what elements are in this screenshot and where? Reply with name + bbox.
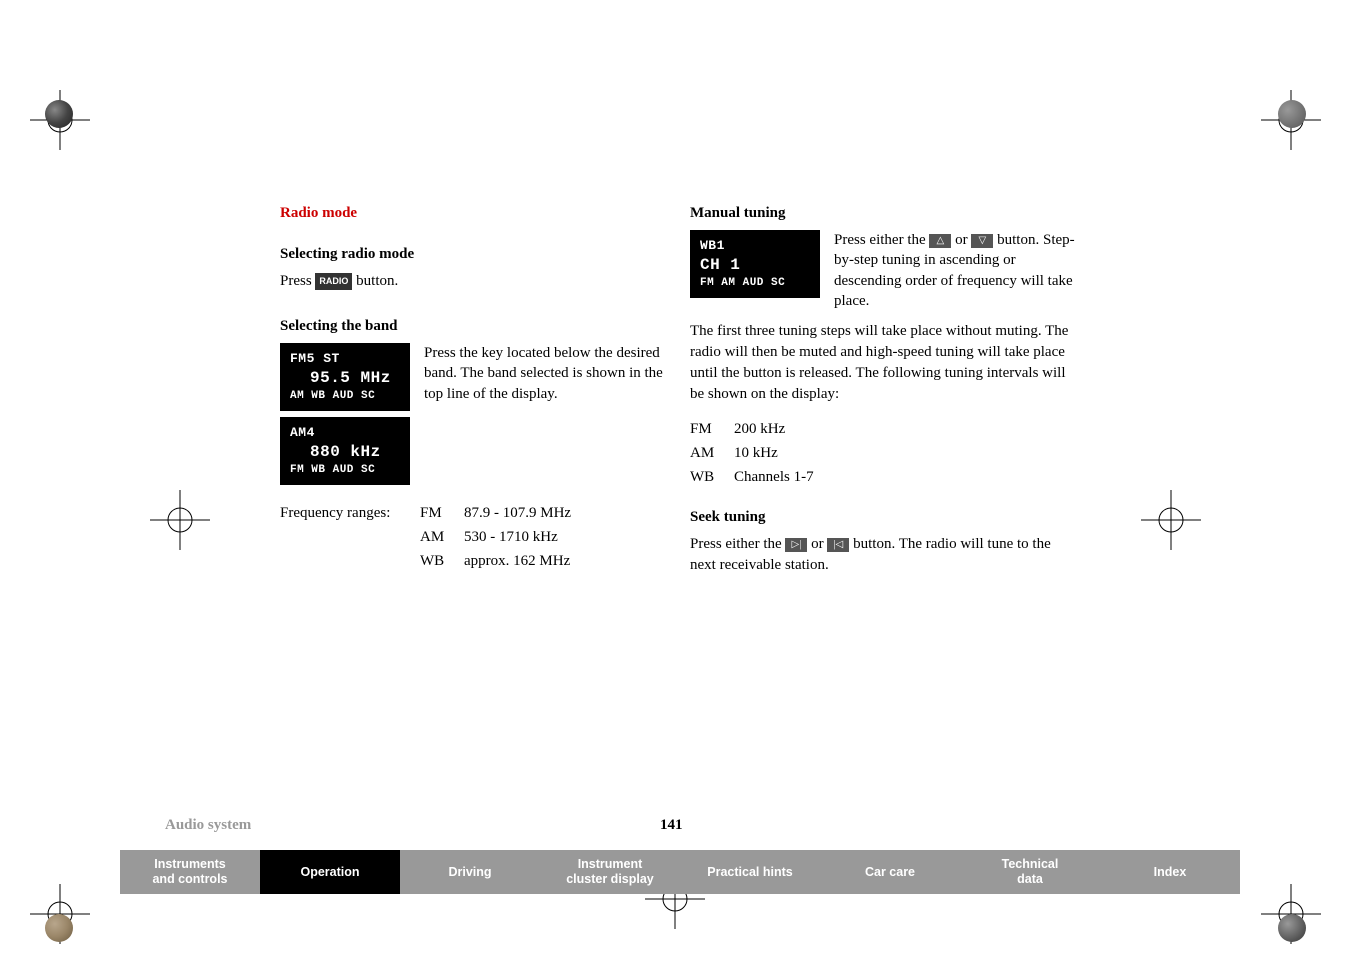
tune-up-icon: △: [929, 234, 951, 248]
table-cell: AM: [420, 525, 464, 549]
body-text: Press either the ▷| or |◁ button. The ra…: [690, 534, 1080, 576]
tab-label: Operation: [300, 865, 359, 880]
crop-mark-icon: [150, 490, 210, 550]
tab-practical-hints[interactable]: Practical hints: [680, 850, 820, 894]
text-fragment: Press either the: [690, 536, 785, 552]
text-fragment: Press: [280, 273, 315, 289]
lcd-display: WB1 CH 1 FM AM AUD SC: [690, 230, 820, 298]
seek-prev-icon: |◁: [827, 538, 849, 552]
table-cell: 87.9 - 107.9 MHz: [464, 501, 670, 525]
table-label: Frequency ranges:: [280, 501, 420, 525]
body-text: Press the key located below the desired …: [424, 343, 670, 404]
table-cell: 530 - 1710 kHz: [464, 525, 670, 549]
lcd-line: FM WB AUD SC: [290, 463, 400, 477]
footer-section-label: Audio system: [165, 817, 251, 834]
tuning-table: FM 200 kHz AM 10 kHz WB Channels 1-7: [690, 417, 1080, 489]
text-fragment: or: [951, 232, 971, 248]
subsection-heading: Seek tuning: [690, 509, 1080, 526]
subsection-heading: Manual tuning: [690, 205, 1080, 222]
tab-label: Car care: [865, 865, 915, 880]
table-cell: 200 kHz: [734, 417, 1080, 441]
tab-label: Index: [1154, 865, 1187, 880]
table-cell: FM: [690, 417, 734, 441]
seek-next-icon: ▷|: [785, 538, 807, 552]
decorative-sphere-icon: [1278, 914, 1306, 942]
table-cell: WB: [420, 549, 464, 573]
tab-label: and controls: [152, 872, 227, 886]
lcd-line: AM WB AUD SC: [290, 389, 400, 403]
radio-button-icon: RADIO: [315, 273, 352, 290]
tab-operation[interactable]: Operation: [260, 850, 400, 894]
lcd-line: 880 kHz: [290, 442, 400, 463]
tab-technical-data[interactable]: Technicaldata: [960, 850, 1100, 894]
tab-driving[interactable]: Driving: [400, 850, 540, 894]
table-cell: approx. 162 MHz: [464, 549, 670, 573]
tab-label: Technical: [1002, 857, 1059, 871]
lcd-line: WB1: [700, 238, 810, 255]
tab-car-care[interactable]: Car care: [820, 850, 960, 894]
left-column: Radio mode Selecting radio mode Press RA…: [280, 205, 670, 588]
lcd-line: FM5 ST: [290, 351, 400, 368]
text-fragment: button.: [352, 273, 398, 289]
nav-tabs: Instrumentsand controls Operation Drivin…: [120, 850, 1240, 894]
frequency-table: Frequency ranges: FM 87.9 - 107.9 MHz AM…: [280, 501, 670, 573]
table-cell: FM: [420, 501, 464, 525]
subsection-heading: Selecting radio mode: [280, 246, 670, 263]
decorative-sphere-icon: [45, 914, 73, 942]
crop-mark-icon: [1141, 490, 1201, 550]
section-heading: Radio mode: [280, 205, 670, 222]
subsection-heading: Selecting the band: [280, 318, 670, 335]
table-cell: AM: [690, 441, 734, 465]
tab-label: Instruments: [154, 857, 226, 871]
tab-label: cluster display: [566, 872, 654, 886]
text-fragment: or: [807, 536, 827, 552]
table-cell: 10 kHz: [734, 441, 1080, 465]
body-text: The first three tuning steps will take p…: [690, 321, 1080, 405]
lcd-line: CH 1: [700, 255, 810, 276]
right-column: Manual tuning WB1 CH 1 FM AM AUD SC Pres…: [690, 205, 1080, 588]
body-text: Press either the △ or ▽ button. Step-by-…: [834, 230, 1080, 311]
tab-label: Practical hints: [707, 865, 792, 880]
tab-label: data: [1017, 872, 1043, 886]
lcd-line: AM4: [290, 425, 400, 442]
table-cell: Channels 1-7: [734, 465, 1080, 489]
table-cell: WB: [690, 465, 734, 489]
tab-label: Instrument: [578, 857, 643, 871]
decorative-sphere-icon: [1278, 100, 1306, 128]
decorative-sphere-icon: [45, 100, 73, 128]
lcd-line: 95.5 MHz: [290, 368, 400, 389]
page-number: 141: [660, 817, 683, 834]
tab-instruments[interactable]: Instrumentsand controls: [120, 850, 260, 894]
body-text: Press RADIO button.: [280, 271, 670, 292]
tune-down-icon: ▽: [971, 234, 993, 248]
lcd-line: FM AM AUD SC: [700, 276, 810, 290]
tab-label: Driving: [448, 865, 491, 880]
tab-instrument-cluster[interactable]: Instrumentcluster display: [540, 850, 680, 894]
lcd-display-group: FM5 ST 95.5 MHz AM WB AUD SC AM4 880 kHz…: [280, 343, 410, 491]
text-fragment: Press either the: [834, 232, 929, 248]
tab-index[interactable]: Index: [1100, 850, 1240, 894]
lcd-display: AM4 880 kHz FM WB AUD SC: [280, 417, 410, 485]
lcd-display: FM5 ST 95.5 MHz AM WB AUD SC: [280, 343, 410, 411]
